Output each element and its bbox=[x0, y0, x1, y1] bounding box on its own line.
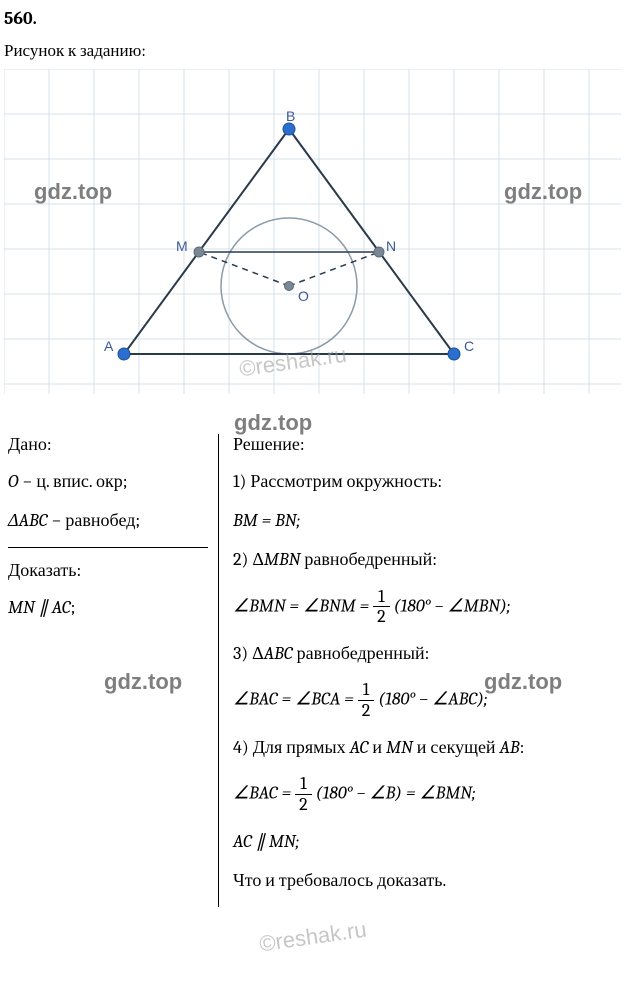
step-text: и секущей bbox=[413, 737, 500, 758]
step-text: равнобедренный: bbox=[300, 549, 437, 570]
step-text: : bbox=[520, 737, 525, 758]
solution-eq: ∠BMN = ∠BNM = 12 (180° − ∠MBN); bbox=[233, 587, 621, 628]
eq-text: (180° − ∠ABC); bbox=[378, 689, 487, 710]
frac-den: 2 bbox=[295, 795, 312, 815]
frac-den: 2 bbox=[358, 701, 375, 721]
eq-text: ∠BAC = bbox=[233, 783, 295, 804]
watermark-reshak: ©reshak.ru bbox=[258, 917, 368, 958]
frac-den: 2 bbox=[373, 607, 390, 627]
step-sym: ABC bbox=[264, 643, 293, 664]
diagram-svg: A B C M N O bbox=[4, 69, 621, 394]
frac-num: 1 bbox=[295, 774, 312, 795]
step-sym: MN bbox=[386, 737, 413, 758]
svg-text:A: A bbox=[104, 338, 114, 354]
step-text: равнобедренный: bbox=[293, 643, 430, 664]
frac-num: 1 bbox=[373, 587, 390, 608]
svg-text:C: C bbox=[464, 338, 474, 354]
given-sym: ΔABC bbox=[8, 510, 48, 531]
solution-step: 3) ΔABC равнобедренный: bbox=[233, 641, 621, 666]
given-text: − ц. впис. окр; bbox=[18, 471, 127, 492]
fraction: 12 bbox=[358, 680, 375, 721]
prove-title: Доказать: bbox=[8, 560, 208, 581]
solution-title: Решение: bbox=[233, 434, 621, 455]
step-text: 3) Δ bbox=[233, 643, 264, 664]
prove-text: ; bbox=[71, 597, 76, 618]
solution-eq: ∠BAC = ∠BCA = 12 (180° − ∠ABC); bbox=[233, 680, 621, 721]
solution-qed: Что и требовалось доказать. bbox=[233, 868, 621, 893]
given-sym: O bbox=[8, 471, 18, 492]
step-sym: AC bbox=[350, 737, 369, 758]
given-text: − равнобед; bbox=[48, 510, 141, 531]
eq-text: BM = BN; bbox=[233, 510, 300, 531]
frac-num: 1 bbox=[358, 680, 375, 701]
given-line: O − ц. впис. окр; bbox=[8, 469, 208, 494]
solution-eq: BM = BN; bbox=[233, 508, 621, 533]
step-text: и bbox=[368, 737, 386, 758]
fraction: 12 bbox=[295, 774, 312, 815]
eq-text: (180° − ∠B) = ∠BMN; bbox=[316, 783, 476, 804]
fraction: 12 bbox=[373, 587, 390, 628]
svg-text:O: O bbox=[298, 288, 309, 304]
solution-column: Решение: 1) Рассмотрим окружность: BM = … bbox=[219, 434, 621, 907]
svg-text:N: N bbox=[386, 238, 396, 254]
solution-step: 2) ΔMBN равнобедренный: bbox=[233, 547, 621, 572]
proof-area: gdz.top gdz.top gdz.top ©reshak.ru Дано:… bbox=[4, 434, 621, 907]
diagram: ABCMNO gdz.top gdz.top ©reshak.ru bbox=[4, 69, 621, 394]
given-line: ΔABC − равнобед; bbox=[8, 508, 208, 533]
watermark-gdz: gdz.top bbox=[234, 410, 312, 436]
eq-text: AC ∥ MN; bbox=[233, 831, 299, 852]
svg-text:B: B bbox=[286, 108, 295, 124]
solution-step: 4) Для прямых AC и MN и секущей AB: bbox=[233, 735, 621, 760]
step-sym: AB bbox=[500, 737, 520, 758]
step-text: 2) Δ bbox=[233, 549, 264, 570]
prove-sym: MN ∥ AC bbox=[8, 597, 71, 618]
step-sym: MBN bbox=[264, 549, 300, 570]
solution-step: 1) Рассмотрим окружность: bbox=[233, 469, 621, 494]
eq-text: ∠BAC = ∠BCA = bbox=[233, 689, 358, 710]
solution-eq: ∠BAC = 12 (180° − ∠B) = ∠BMN; bbox=[233, 774, 621, 815]
svg-text:M: M bbox=[176, 238, 188, 254]
solution-eq: AC ∥ MN; bbox=[233, 829, 621, 854]
step-text: 4) Для прямых bbox=[233, 737, 350, 758]
eq-text: ∠BMN = ∠BNM = bbox=[233, 595, 373, 616]
prove-line: MN ∥ AC; bbox=[8, 595, 208, 620]
figure-caption: Рисунок к заданию: bbox=[4, 41, 621, 61]
problem-number: 560. bbox=[4, 8, 621, 29]
given-title: Дано: bbox=[8, 434, 208, 455]
eq-text: (180° − ∠MBN); bbox=[394, 595, 511, 616]
given-column: Дано: O − ц. впис. окр; ΔABC − равнобед;… bbox=[4, 434, 219, 907]
divider bbox=[8, 547, 208, 548]
